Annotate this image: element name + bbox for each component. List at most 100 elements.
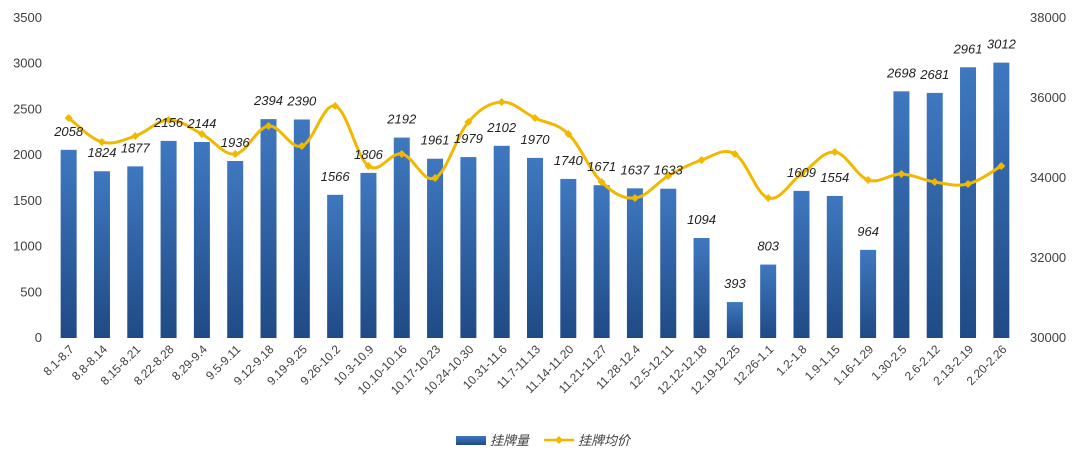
bar	[193, 141, 210, 338]
bar	[893, 91, 910, 338]
line-point	[197, 130, 206, 138]
bar	[260, 119, 277, 339]
line-point	[264, 122, 273, 130]
line-point	[997, 162, 1006, 170]
bar-data-label: 1877	[121, 140, 151, 155]
legend-swatch-bar	[456, 436, 486, 445]
bar	[460, 157, 477, 338]
right-tick-label: 36000	[1030, 90, 1066, 105]
bar-data-label: 2156	[153, 115, 184, 130]
bar-data-label: 2961	[953, 41, 983, 56]
line-point	[397, 150, 406, 158]
bar	[760, 264, 777, 338]
bar	[527, 157, 543, 338]
line-point	[730, 150, 739, 158]
bar-data-label: 1806	[354, 147, 384, 162]
bar-data-label: 2390	[286, 93, 317, 108]
legend-label-line: 挂牌均价	[578, 434, 632, 449]
line-point	[497, 98, 506, 106]
bar-data-label: 2058	[53, 124, 84, 139]
line-point	[597, 178, 606, 186]
left-tick-label: 0	[35, 330, 42, 345]
bar	[393, 137, 410, 338]
bar	[926, 92, 943, 338]
bar	[826, 195, 843, 338]
line-point	[564, 130, 573, 138]
left-tick-label: 2500	[13, 101, 42, 116]
bar-data-label: 2394	[253, 93, 283, 108]
bar-data-label: 964	[857, 224, 879, 239]
bar-data-label: 1936	[221, 135, 251, 150]
line-point	[64, 114, 73, 122]
bar	[293, 119, 310, 338]
line-point	[930, 178, 939, 186]
bar	[793, 190, 810, 338]
bar-data-label: 1637	[620, 162, 650, 177]
legend-label-bar: 挂牌量	[490, 434, 531, 449]
bar	[960, 67, 977, 338]
bar-data-label: 2144	[186, 116, 216, 131]
bar-data-label: 1609	[787, 165, 816, 180]
bar	[860, 249, 877, 338]
bar-data-label: 1961	[421, 133, 450, 148]
line-point	[431, 174, 440, 182]
line-point	[231, 150, 240, 158]
line-point	[864, 176, 873, 184]
bar-data-label: 1566	[321, 169, 351, 184]
bar-data-label: 2698	[886, 65, 917, 80]
line-point	[797, 170, 806, 178]
line-point	[164, 116, 173, 124]
bar	[127, 166, 144, 338]
line-point	[664, 172, 673, 180]
bar-data-label: 393	[724, 276, 746, 291]
x-axis: 8.1-8.78.8-8.148.15-8.218.22-8.288.29-9.…	[40, 342, 1009, 397]
bar	[93, 171, 110, 338]
bar-data-label: 1094	[687, 212, 716, 227]
bar	[593, 185, 610, 338]
bar-data-label: 1671	[587, 159, 616, 174]
right-axis: 30000 32000 34000 36000 38000	[1030, 10, 1066, 345]
left-axis: 0 500 1000 1500 2000 2500 3000 3500	[13, 10, 42, 345]
x-tick-label: 8.29-9.4	[169, 342, 210, 383]
left-tick-label: 3500	[13, 10, 42, 25]
bar	[560, 178, 577, 338]
line-point	[297, 142, 306, 150]
left-tick-label: 2000	[13, 147, 42, 162]
bar	[360, 172, 377, 338]
bar	[427, 158, 444, 338]
bar-data-label: 1740	[554, 153, 584, 168]
left-tick-label: 1000	[13, 239, 42, 254]
line-point	[964, 180, 973, 188]
bar	[660, 188, 677, 338]
line-point	[364, 162, 373, 170]
bar-data-label: 2102	[486, 120, 517, 135]
bar-data-label: 2192	[386, 112, 417, 127]
left-tick-label: 1500	[13, 193, 42, 208]
bar-data-label: 2681	[919, 67, 949, 82]
line-point	[630, 194, 639, 202]
line-series	[64, 98, 1006, 202]
bar-series	[60, 62, 1010, 339]
legend: 挂牌量 挂牌均价	[456, 434, 632, 449]
bar	[160, 140, 177, 338]
bar-data-label: 1554	[820, 170, 849, 185]
line-point	[464, 118, 473, 126]
bar	[60, 149, 77, 338]
bar	[493, 145, 510, 338]
line-point	[830, 148, 839, 156]
bar-data-label: 1824	[88, 145, 117, 160]
bar-data-label: 1633	[654, 163, 684, 178]
bar-data-label: 1970	[521, 132, 551, 147]
left-tick-label: 3000	[13, 56, 42, 71]
line-point	[131, 132, 140, 140]
right-tick-label: 32000	[1030, 250, 1066, 265]
bar	[626, 188, 643, 338]
bar	[327, 194, 344, 338]
right-tick-label: 34000	[1030, 170, 1066, 185]
bar-data-label: 1979	[454, 131, 483, 146]
bar	[993, 62, 1010, 339]
bar	[227, 160, 244, 338]
bar	[693, 237, 710, 338]
